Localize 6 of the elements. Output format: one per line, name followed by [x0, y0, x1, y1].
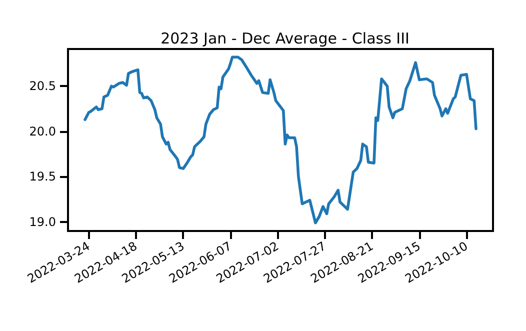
- y-tick-label: 20.5: [29, 79, 56, 94]
- y-tick-label: 19.0: [29, 214, 56, 229]
- y-tick-label: 20.0: [29, 124, 56, 138]
- chart-title: 2023 Jan - Dec Average - Class III: [160, 30, 410, 48]
- line-series: [84, 56, 478, 224]
- y-tick-label: 19.5: [29, 170, 56, 184]
